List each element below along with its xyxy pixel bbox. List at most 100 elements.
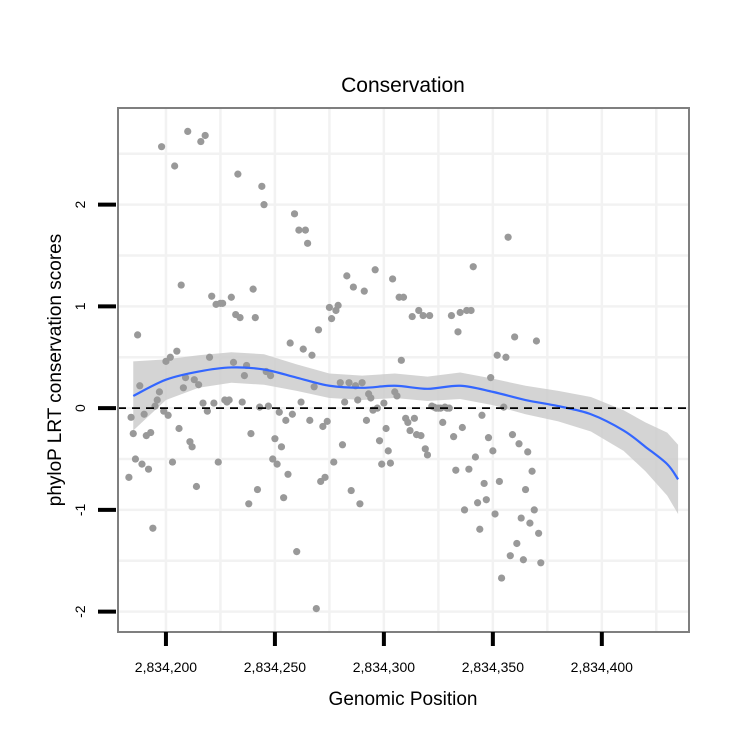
data-point xyxy=(240,371,249,380)
data-point xyxy=(295,226,303,234)
data-point xyxy=(325,303,334,312)
data-point xyxy=(389,275,397,283)
data-point xyxy=(406,426,414,435)
x-tick-label: 2,834,400 xyxy=(571,659,633,675)
data-point xyxy=(251,314,259,322)
y-tick-label: 2 xyxy=(72,201,88,209)
smooth-line xyxy=(132,366,680,481)
data-point xyxy=(203,407,211,415)
data-point xyxy=(157,143,166,151)
data-point xyxy=(508,431,517,439)
data-point xyxy=(282,416,290,424)
data-point xyxy=(419,311,427,320)
data-point xyxy=(171,162,179,170)
data-point xyxy=(125,473,133,481)
data-point xyxy=(497,574,506,582)
data-point xyxy=(454,328,462,336)
data-point xyxy=(378,460,386,468)
data-point xyxy=(271,435,279,443)
data-point xyxy=(321,473,329,481)
data-point xyxy=(504,233,512,241)
data-point xyxy=(341,398,349,406)
data-point xyxy=(347,486,355,495)
data-point xyxy=(290,210,299,218)
data-point xyxy=(452,466,460,474)
data-point xyxy=(421,445,429,453)
data-point xyxy=(129,429,137,438)
data-point xyxy=(417,432,425,440)
data-point xyxy=(195,381,203,389)
data-point xyxy=(297,398,305,406)
data-point xyxy=(439,418,447,426)
data-point xyxy=(537,559,545,567)
data-point xyxy=(426,311,434,320)
data-point xyxy=(349,283,357,291)
data-point xyxy=(197,137,205,146)
data-point xyxy=(266,371,275,380)
data-point xyxy=(181,374,190,382)
data-point xyxy=(521,485,530,494)
data-point xyxy=(408,312,416,321)
data-point xyxy=(471,453,480,461)
data-point xyxy=(393,392,401,400)
data-point xyxy=(415,306,423,315)
x-axis: 2,834,200 2,834,250 2,834,300 2,834,350 2,83… xyxy=(135,632,633,675)
data-point xyxy=(491,510,499,518)
data-point xyxy=(260,201,268,209)
data-point xyxy=(358,379,366,387)
data-point xyxy=(334,301,342,309)
y-tick-label: -2 xyxy=(72,605,88,618)
data-point xyxy=(345,379,353,387)
x-tick-label: 2,834,300 xyxy=(353,659,415,675)
y-axis-label: phyloP LRT conservation scores xyxy=(45,234,66,507)
data-point xyxy=(386,459,395,467)
data-point xyxy=(210,399,218,407)
data-point xyxy=(249,285,257,293)
data-point xyxy=(312,604,320,613)
data-point xyxy=(513,539,521,548)
data-point xyxy=(397,356,405,364)
data-point xyxy=(258,182,266,190)
data-point xyxy=(515,440,523,448)
confidence-band-layer xyxy=(133,352,679,514)
data-point xyxy=(382,424,390,433)
data-point xyxy=(269,455,277,463)
data-point xyxy=(288,410,296,418)
grid-lines xyxy=(118,108,689,632)
data-point xyxy=(247,429,255,438)
data-point xyxy=(280,494,288,502)
data-point xyxy=(478,411,486,419)
y-axis: -2 -1 0 1 2 xyxy=(72,201,116,618)
data-point xyxy=(535,529,543,537)
x-tick-label: 2,834,250 xyxy=(244,659,306,675)
data-point xyxy=(473,499,482,507)
data-point xyxy=(532,337,541,345)
data-point xyxy=(487,374,495,382)
data-point xyxy=(304,239,312,247)
data-point xyxy=(264,402,272,410)
y-tick-label: 1 xyxy=(72,302,88,310)
data-point xyxy=(127,413,135,421)
data-point xyxy=(175,424,183,433)
data-point xyxy=(526,519,534,527)
x-tick-label: 2,834,350 xyxy=(462,659,524,675)
data-point xyxy=(188,443,196,451)
data-point xyxy=(301,226,310,234)
data-point xyxy=(493,351,501,359)
data-point xyxy=(179,384,187,392)
data-point xyxy=(327,315,336,323)
data-point xyxy=(234,170,242,178)
data-point xyxy=(480,479,488,488)
data-point xyxy=(356,500,364,508)
data-point xyxy=(314,326,323,334)
data-point xyxy=(410,414,418,422)
data-point xyxy=(173,347,181,355)
x-axis-label: Genomic Position xyxy=(329,689,478,710)
data-point xyxy=(354,396,362,404)
data-point xyxy=(166,353,174,361)
data-point xyxy=(229,358,238,366)
data-point xyxy=(447,311,456,320)
data-point xyxy=(362,416,371,424)
data-point xyxy=(465,465,473,473)
data-point xyxy=(404,418,412,426)
